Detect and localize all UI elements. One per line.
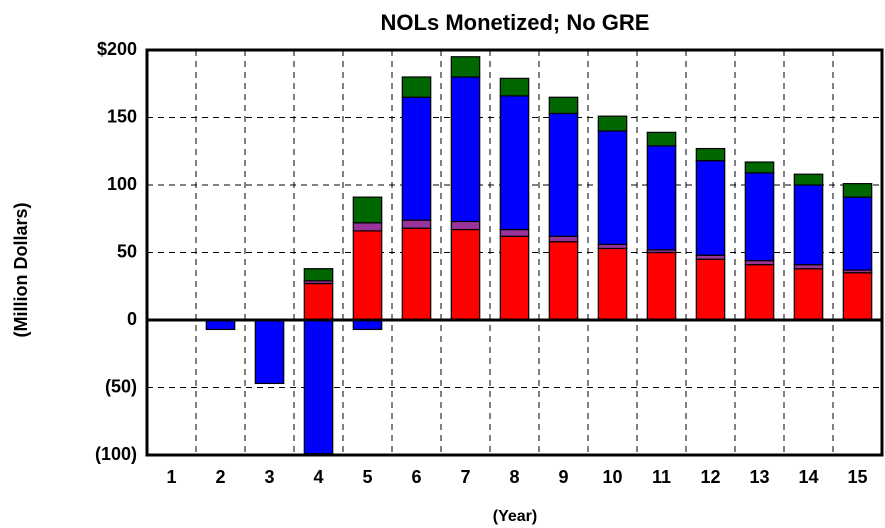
y-tick-label: 50: [117, 241, 137, 261]
bar-segment: [499, 228, 530, 237]
x-tick-label: 14: [798, 467, 818, 487]
bar-segment: [352, 230, 383, 321]
bar-segment: [401, 76, 432, 98]
bar-segment: [450, 56, 481, 78]
bar-segment: [695, 160, 726, 256]
bar-segment: [597, 130, 628, 246]
bar-segment: [450, 76, 481, 223]
x-tick-label: 1: [166, 467, 176, 487]
plot-border: [145, 48, 884, 457]
bar-segment: [499, 95, 530, 231]
bar-segment: [352, 222, 383, 232]
x-tick-label: 10: [602, 467, 622, 487]
x-tick-label: 15: [847, 467, 867, 487]
bar-segment: [548, 96, 579, 115]
bar-segment: [548, 235, 579, 243]
bar-segment: [548, 112, 579, 237]
x-tick-label: 3: [264, 467, 274, 487]
y-tick-label: $200: [97, 39, 137, 59]
bar-segment: [646, 145, 677, 251]
bar-segment: [744, 161, 775, 174]
x-tick-label: 2: [215, 467, 225, 487]
bar-segment: [793, 264, 824, 270]
bar-segment: [695, 258, 726, 321]
bar-segment: [450, 228, 481, 321]
bar-segment: [401, 219, 432, 229]
x-tick-label: 8: [509, 467, 519, 487]
bar-segment: [597, 243, 628, 250]
x-tick-label: 12: [700, 467, 720, 487]
bar-segment: [401, 96, 432, 221]
x-tick-label: 7: [460, 467, 470, 487]
y-tick-label: (100): [95, 444, 137, 464]
bar-segment: [793, 184, 824, 266]
bar-segment: [303, 268, 334, 282]
x-tick-label: 5: [362, 467, 372, 487]
bar-segment: [499, 77, 530, 97]
y-tick-label: 0: [127, 309, 137, 329]
bar-segment: [303, 319, 334, 455]
bar-segment: [842, 272, 873, 321]
bar-segment: [695, 147, 726, 162]
bar-segment: [303, 282, 334, 321]
x-tick-label: 11: [652, 467, 671, 487]
bar-segment: [744, 260, 775, 266]
x-tick-label: 13: [749, 467, 769, 487]
x-tick-label: 9: [558, 467, 568, 487]
bar-segment: [450, 220, 481, 231]
bar-segment: [793, 173, 824, 186]
bar-segment: [254, 319, 285, 385]
y-tick-label: 150: [107, 106, 137, 126]
bar-segment: [401, 227, 432, 321]
bar-segment: [548, 241, 579, 321]
bar-segment: [744, 172, 775, 262]
bar-segment: [597, 247, 628, 321]
bar-segment: [597, 115, 628, 132]
y-axis-label: (Million Dollars): [11, 202, 31, 337]
x-axis-label: (Year): [493, 508, 537, 525]
bar-segment: [842, 183, 873, 198]
y-tick-label: (50): [105, 376, 137, 396]
chart-title: NOLs Monetized; No GRE: [381, 10, 650, 35]
x-tick-label: 6: [411, 467, 421, 487]
bar-segment: [499, 235, 530, 321]
bar-segment: [744, 264, 775, 321]
bar-segment: [793, 268, 824, 321]
bar-segment: [842, 196, 873, 271]
x-tick-label: 4: [313, 467, 323, 487]
bar-segment: [646, 131, 677, 147]
bar-segment: [695, 254, 726, 260]
bar-segment: [646, 251, 677, 321]
bar-segment: [352, 196, 383, 224]
y-tick-label: 100: [107, 174, 137, 194]
